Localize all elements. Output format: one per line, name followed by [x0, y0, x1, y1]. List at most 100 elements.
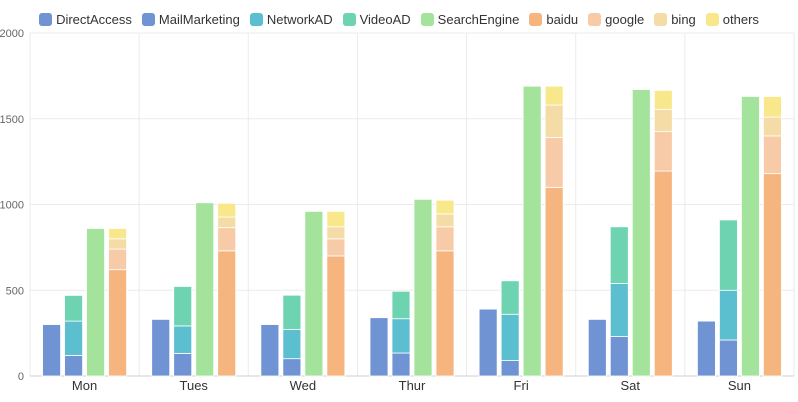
bar-mailmarketing-sun — [719, 339, 738, 377]
bar-videoad-fri — [500, 280, 520, 315]
legend-item-searchengine[interactable]: SearchEngine — [420, 11, 520, 27]
bar-networkad-fri — [500, 313, 520, 361]
bar-directaccess-sun — [697, 320, 716, 377]
bar-networkad-wed — [282, 329, 302, 360]
bar-others-sat — [653, 90, 673, 110]
bar-bing-wed — [326, 226, 346, 240]
bar-videoad-sun — [719, 219, 738, 291]
bar-google-fri — [544, 137, 564, 188]
bar-videoad-tues — [173, 286, 193, 327]
legend-item-directaccess[interactable]: DirectAccess — [39, 12, 132, 27]
x-tick-label: Wed — [290, 378, 317, 393]
bar-google-wed — [326, 238, 346, 257]
legend-swatch — [39, 12, 53, 26]
legend-item-bing[interactable]: bing — [654, 12, 696, 27]
bar-baidu-sun — [763, 173, 782, 377]
bar-others-fri — [544, 85, 564, 106]
legend-item-google[interactable]: google — [588, 12, 644, 27]
bar-google-sat — [653, 131, 673, 172]
legend-swatch — [141, 12, 155, 26]
y-tick-label: 1000 — [0, 200, 24, 212]
bar-videoad-sat — [609, 226, 629, 284]
legend-item-videoad[interactable]: VideoAD — [342, 11, 411, 27]
legend-swatch — [342, 12, 356, 26]
bar-videoad-thur — [391, 290, 411, 320]
bar-others-mon — [108, 228, 127, 240]
bar-bing-fri — [544, 104, 564, 139]
x-tick-label: Sun — [728, 378, 751, 393]
bar-mailmarketing-sat — [609, 336, 629, 377]
bar-searchengine-fri — [522, 85, 542, 377]
x-tick-label: Tues — [180, 378, 209, 393]
bar-networkad-thur — [391, 318, 411, 354]
bar-others-wed — [326, 210, 346, 228]
bar-mailmarketing-mon — [64, 355, 83, 377]
bar-videoad-wed — [282, 294, 302, 330]
bar-directaccess-tues — [151, 319, 171, 377]
bar-searchengine-thur — [413, 198, 433, 377]
bar-directaccess-wed — [260, 324, 280, 377]
legend-label: bing — [671, 11, 696, 27]
bar-networkad-sun — [719, 289, 738, 341]
y-tick-label: 500 — [6, 285, 24, 297]
bar-bing-sun — [763, 116, 782, 137]
legend-item-networkad[interactable]: NetworkAD — [249, 11, 333, 27]
legend-swatch — [529, 12, 543, 26]
bar-searchengine-wed — [304, 210, 324, 377]
bar-bing-thur — [435, 213, 455, 228]
bar-others-thur — [435, 199, 455, 215]
bar-others-sun — [763, 96, 782, 118]
bar-mailmarketing-tues — [173, 352, 193, 377]
legend-swatch — [705, 12, 719, 26]
x-tick-label: Fri — [514, 378, 529, 393]
bar-baidu-thur — [435, 250, 455, 377]
legend-label: baidu — [546, 11, 579, 27]
legend-item-others[interactable]: others — [705, 11, 759, 27]
legend-swatch — [249, 12, 263, 26]
legend-label: DirectAccess — [56, 11, 132, 27]
bar-mailmarketing-fri — [500, 360, 520, 377]
legend-label: SearchEngine — [437, 11, 520, 27]
x-tick-label: Mon — [72, 378, 97, 393]
bar-baidu-sat — [653, 170, 673, 377]
bar-networkad-mon — [64, 320, 83, 356]
bar-bing-mon — [108, 238, 127, 250]
legend-label: VideoAD — [359, 11, 411, 27]
legend-label: MailMarketing — [158, 11, 240, 27]
bar-networkad-sat — [609, 282, 629, 337]
bar-google-sun — [763, 135, 782, 175]
bar-searchengine-sat — [631, 89, 651, 377]
bar-mailmarketing-wed — [282, 358, 302, 377]
bar-networkad-tues — [173, 325, 193, 354]
bar-others-tues — [217, 202, 237, 218]
legend-swatch — [588, 12, 602, 26]
y-tick-label: 2000 — [0, 28, 24, 40]
y-tick-label: 1500 — [0, 114, 24, 126]
bar-directaccess-fri — [478, 308, 498, 377]
bar-google-mon — [108, 248, 127, 271]
bar-google-tues — [217, 227, 237, 252]
bar-searchengine-mon — [86, 228, 105, 377]
bar-baidu-mon — [108, 269, 127, 377]
legend-swatch — [654, 12, 668, 26]
bar-baidu-tues — [217, 250, 237, 377]
x-tick-label: Thur — [399, 378, 426, 393]
bar-directaccess-thur — [369, 317, 389, 377]
legend: DirectAccess MailMarketing NetworkAD VideoA… — [0, 6, 798, 32]
bar-directaccess-mon — [42, 324, 61, 377]
legend-label: NetworkAD — [266, 11, 333, 27]
legend-label: others — [722, 11, 759, 27]
legend-item-baidu[interactable]: baidu — [529, 12, 578, 27]
bar-bing-tues — [217, 216, 237, 229]
bar-videoad-mon — [64, 294, 83, 322]
bar-searchengine-sun — [741, 96, 760, 377]
x-tick-label: Sat — [621, 378, 641, 393]
legend-swatch — [420, 12, 434, 26]
y-tick-label: 0 — [18, 371, 24, 383]
bar-mailmarketing-thur — [391, 352, 411, 377]
bar-directaccess-sat — [587, 319, 607, 377]
legend-label: google — [605, 11, 645, 27]
legend-item-mailmarketing[interactable]: MailMarketing — [141, 11, 240, 27]
